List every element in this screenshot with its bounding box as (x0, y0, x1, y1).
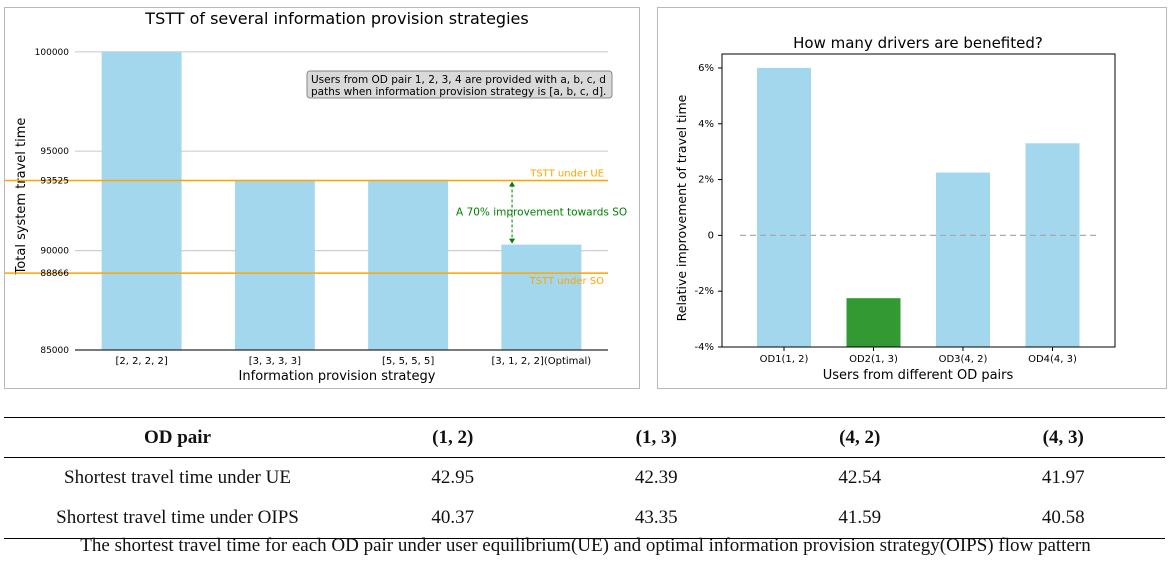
table-header-row: OD pair (1, 2) (1, 3) (4, 2) (4, 3) (4, 417, 1165, 458)
benefit-chart: How many drivers are benefited? Relative… (674, 34, 1116, 383)
reference-line-label: TSTT under UE (529, 169, 604, 180)
x-tick-label: [3, 1, 2, 2](Optimal) (492, 356, 592, 367)
header-cell: (1, 2) (351, 417, 555, 458)
table-cell: 41.97 (1041, 467, 1085, 488)
x-tick-label: [5, 5, 5, 5] (382, 356, 434, 367)
bar (1025, 143, 1080, 347)
x-axis-label: Users from different OD pairs (823, 368, 1014, 383)
y-tick-label: 2% (698, 175, 714, 186)
arrow-head-up (509, 181, 516, 187)
y-axis-label: Total system travel time (14, 118, 29, 276)
benefit-chart-panel: How many drivers are benefited? Relative… (657, 7, 1167, 389)
table-cell: 41.59 (758, 498, 962, 539)
x-tick-label: [3, 3, 3, 3] (249, 356, 301, 367)
header-cell: OD pair (4, 417, 351, 458)
bar (936, 172, 990, 347)
row-label: Shortest travel time under UE (64, 467, 291, 488)
y-tick-label: 93525 (40, 177, 69, 187)
note-line: Users from OD pair 1, 2, 3, 4 are provid… (311, 74, 606, 86)
y-tick-label: 0 (708, 230, 714, 241)
header-cell: (4, 3) (961, 417, 1165, 458)
strategy-note-box: Users from OD pair 1, 2, 3, 4 are provid… (306, 70, 613, 99)
bar (501, 244, 582, 350)
y-tick-label: 4% (698, 119, 714, 130)
reference-line-label: TSTT under SO (529, 276, 604, 287)
y-tick-label: 6% (698, 63, 714, 74)
strategy-note: Users from OD pair 1, 2, 3, 4 are provid… (311, 74, 606, 98)
x-tick-label: OD4(4, 3) (1028, 354, 1077, 365)
y-tick-label: 88866 (40, 269, 69, 279)
table-cell: 40.37 (351, 498, 555, 539)
y-axis-label: Relative improvement of travel time (674, 94, 689, 321)
y-tick-label: -4% (695, 342, 714, 353)
table-caption: The shortest travel time for each OD pai… (80, 535, 1091, 556)
table-cell: 43.35 (554, 498, 758, 539)
x-tick-label: OD2(1, 3) (849, 354, 898, 365)
row-label: Shortest travel time under OIPS (4, 498, 351, 539)
bar (101, 51, 182, 351)
tstt-chart-panel: TSTT of several information provision st… (4, 7, 640, 389)
plot-frame (721, 53, 1116, 348)
chart-title: How many drivers are benefited? (793, 34, 1043, 52)
improvement-annotation: A 70% improvement towards SO (456, 207, 627, 219)
tstt-chart: TSTT of several information provision st… (5, 9, 627, 384)
y-tick-label: 100000 (35, 48, 70, 58)
chart-title: TSTT of several information provision st… (144, 9, 528, 28)
arrow-head-down (509, 238, 516, 244)
table-row: Shortest travel time under UE 42.95 42.3… (4, 458, 1165, 499)
y-tick-label: 85000 (40, 346, 69, 356)
table-row: Shortest travel time under OIPS 40.37 43… (4, 498, 1165, 539)
x-tick-label: [2, 2, 2, 2] (115, 356, 167, 367)
table-cell: 42.95 (431, 467, 475, 488)
table-cell: 42.39 (634, 467, 678, 488)
bar (757, 67, 811, 347)
note-line: paths when information provision strateg… (311, 86, 606, 98)
y-tick-label: 95000 (40, 147, 69, 157)
header-cell: (1, 3) (554, 417, 758, 458)
bar (234, 180, 315, 350)
y-tick-label: -2% (695, 286, 714, 297)
header-cell: (4, 2) (758, 417, 962, 458)
table-cell: 42.54 (838, 467, 882, 488)
x-tick-label: OD3(4, 2) (939, 354, 988, 365)
y-tick-label: 90000 (40, 247, 69, 257)
x-tick-label: OD1(1, 2) (760, 354, 809, 365)
x-axis-label: Information provision strategy (239, 369, 436, 384)
bar (368, 180, 449, 350)
od-travel-time-table: OD pair (1, 2) (1, 3) (4, 2) (4, 3) Shor… (4, 417, 1165, 539)
bar (846, 298, 901, 347)
table-cell: 40.58 (961, 498, 1165, 539)
